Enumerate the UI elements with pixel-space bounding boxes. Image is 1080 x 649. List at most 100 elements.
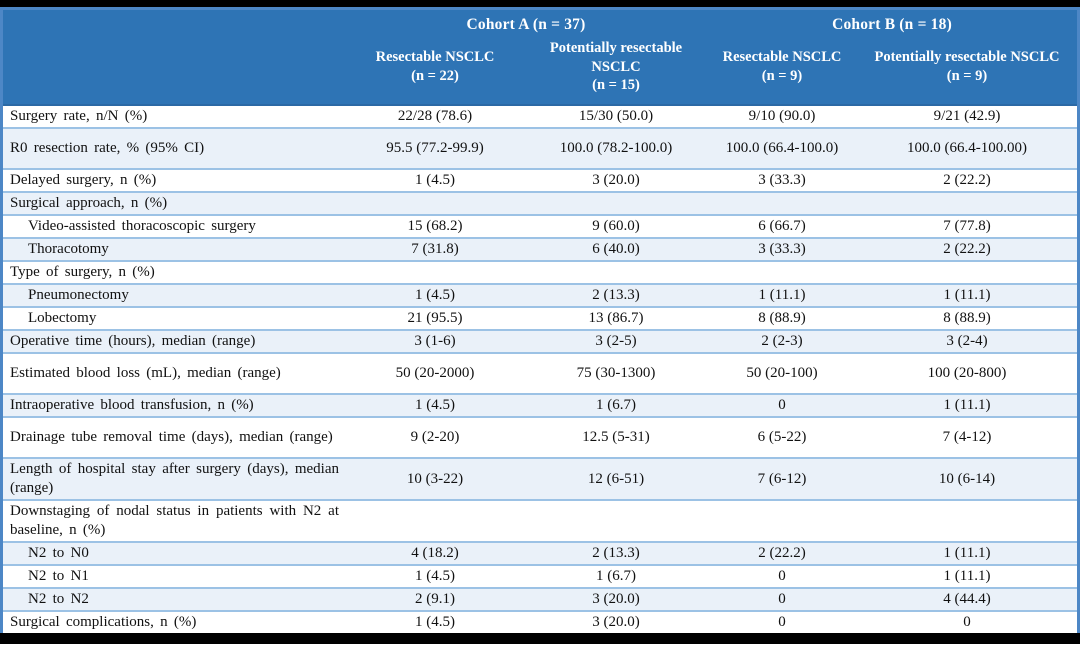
cell-value: 1 (4.5) [415,397,455,413]
table-row: Pneumonectomy 1 (4.5) 2 (13.3) 1 (11.1) … [3,283,1077,306]
cell-value: 10 (3-22) [406,470,464,487]
cell-value [707,520,857,522]
cell-value: 2 (13.3) [592,287,640,303]
cell-value [707,203,857,205]
row-label: Pneumonectomy [28,287,129,303]
cell-value: 1 (11.1) [943,568,991,584]
table-row: N2 to N1 1 (4.5) 1 (6.7) 0 1 (11.1) [3,564,1077,587]
top-black-bar [0,0,1080,7]
table-row: Thoracotomy 7 (31.8) 6 (40.0) 3 (33.3) 2… [3,237,1077,260]
row-label: N2 to N1 [28,568,89,584]
cell-value: 3 (1-6) [414,333,456,349]
cell-value: 1 (4.5) [415,287,455,303]
row-label: Downstaging of nodal status in patients … [10,503,339,538]
column-name: Potentially resectable NSCLC [549,39,683,75]
row-label: Type of surgery, n (%) [10,264,155,280]
cell-value: 100 (20-800) [927,365,1007,381]
row-label: Surgical approach, n (%) [10,195,168,211]
cell-value: 3 (33.3) [758,241,806,257]
cell-value: 15/30 (50.0) [578,108,654,124]
cell-value [345,520,525,522]
column-header-potentially-resectable-a: Potentially resectable NSCLC (n = 15) [525,39,707,96]
cohort-a-header: Cohort A (n = 37) [466,15,586,33]
cell-value: 3 (2-5) [595,333,637,349]
column-n: (n = 15) [592,77,640,94]
cell-value: 7 (77.8) [943,218,991,234]
cell-value: 75 (30-1300) [576,365,656,381]
table-row: Downstaging of nodal status in patients … [3,499,1077,541]
column-header-resectable-b: Resectable NSCLC (n = 9) [707,48,857,86]
row-label: Operative time (hours), median (range) [10,333,256,349]
cell-value: 9 (60.0) [592,218,640,234]
column-header-resectable-a: Resectable NSCLC (n = 22) [345,48,525,86]
table-row: Type of surgery, n (%) [3,260,1077,283]
cell-value: 1 (4.5) [415,568,455,584]
cell-value: 100.0 (66.4-100.0) [725,140,839,156]
cell-value: 3 (20.0) [592,591,640,607]
cell-value: 3 (2-4) [946,333,988,349]
cell-value: 21 (95.5) [407,310,463,326]
cell-value: 1 (4.5) [415,614,455,630]
cell-value: 1 (11.1) [943,545,991,561]
cell-value: 22/28 (78.6) [397,108,473,124]
cell-value: 4 (44.4) [943,591,991,607]
cell-value: 7 (6-12) [757,470,807,487]
cohort-header-row: Cohort A (n = 37) Cohort B (n = 18) [3,10,1077,34]
column-header-row: Resectable NSCLC (n = 22) Potentially re… [3,34,1077,104]
cell-value: 2 (13.3) [592,545,640,561]
cell-value [525,520,707,522]
table-row: Estimated blood loss (mL), median (range… [3,352,1077,393]
cell-value: 0 [963,614,971,630]
cell-value [857,520,1077,522]
row-label: N2 to N0 [28,545,89,561]
column-n: (n = 9) [761,68,803,84]
row-label: R0 resection rate, % (95% CI) [10,140,205,156]
table-row: Delayed surgery, n (%) 1 (4.5) 3 (20.0) … [3,168,1077,191]
cell-value: 10 (6-14) [938,470,996,487]
cell-value: 2 (22.2) [758,545,806,561]
cell-value [345,203,525,205]
cell-value: 3 (20.0) [592,172,640,188]
cell-value: 4 (18.2) [411,545,459,561]
cell-value: 100.0 (66.4-100.00) [907,140,1027,156]
table-row: Surgical complications, n (%) 1 (4.5) 3 … [3,610,1077,633]
table-row: Length of hospital stay after surgery (d… [3,457,1077,499]
column-name: Potentially resectable NSCLC [874,49,1060,66]
table-row: Drainage tube removal time (days), media… [3,416,1077,457]
cell-value: 6 (40.0) [592,241,640,257]
row-label: Intraoperative blood transfusion, n (%) [10,397,254,413]
row-label: Surgical complications, n (%) [10,614,197,630]
cell-value: 0 [778,591,786,607]
cell-value: 6 (66.7) [758,218,806,234]
column-header-potentially-resectable-b: Potentially resectable NSCLC (n = 9) [857,48,1077,86]
table-row: Video-assisted thoracoscopic surgery 15 … [3,214,1077,237]
cell-value: 3 (20.0) [592,614,640,630]
cell-value: 2 (9.1) [415,591,455,607]
cell-value: 12.5 (5-31) [582,429,650,445]
cohort-b-header: Cohort B (n = 18) [832,15,952,33]
cell-value: 1 (4.5) [415,172,455,188]
surgery-outcomes-table: Cohort A (n = 37) Cohort B (n = 18) Rese… [0,7,1080,633]
row-label: Delayed surgery, n (%) [10,172,157,188]
row-label: Drainage tube removal time (days), media… [10,429,333,445]
cell-value: 50 (20-100) [746,365,818,381]
column-name: Resectable NSCLC [722,49,842,66]
column-n: (n = 22) [411,68,459,84]
cell-value: 1 (6.7) [596,397,636,413]
cell-value: 0 [778,568,786,584]
column-n: (n = 9) [946,68,988,84]
table-row: N2 to N2 2 (9.1) 3 (20.0) 0 4 (44.4) [3,587,1077,610]
cell-value: 8 (88.9) [943,310,991,326]
table-row: R0 resection rate, % (95% CI) 95.5 (77.2… [3,127,1077,168]
table-row: Intraoperative blood transfusion, n (%) … [3,393,1077,416]
cell-value: 13 (86.7) [588,310,644,326]
table-row: Operative time (hours), median (range) 3… [3,329,1077,352]
cell-value: 12 (6-51) [587,470,645,487]
cell-value: 2 (2-3) [761,333,803,349]
cell-value: 1 (6.7) [596,568,636,584]
cell-value: 2 (22.2) [943,172,991,188]
cell-value [525,203,707,205]
cell-value: 9 (2-20) [410,429,460,445]
row-label: N2 to N2 [28,591,89,607]
table-header: Cohort A (n = 37) Cohort B (n = 18) Rese… [3,7,1077,106]
